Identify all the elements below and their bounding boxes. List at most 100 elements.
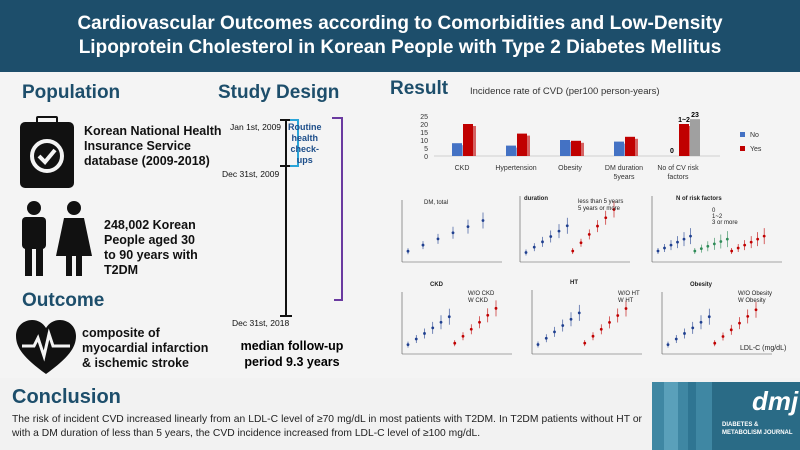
ldl-axis-label: LDL-C (mg/dL) bbox=[740, 345, 787, 352]
category-label: 5years bbox=[613, 174, 635, 181]
data-point bbox=[713, 341, 717, 345]
data-point bbox=[699, 320, 703, 324]
bar-data-label: 0 bbox=[670, 148, 674, 155]
data-point bbox=[682, 237, 686, 241]
data-point bbox=[706, 244, 710, 248]
legend-duration-2: 5 years or more bbox=[578, 206, 621, 212]
conclusion-title: Conclusion bbox=[12, 386, 121, 408]
legend-swatch-no bbox=[740, 132, 745, 137]
data-point bbox=[447, 315, 451, 319]
data-point bbox=[406, 249, 410, 253]
data-point bbox=[674, 337, 678, 341]
data-point bbox=[591, 334, 595, 338]
bar-yes bbox=[625, 136, 635, 156]
clipboard-check-icon bbox=[20, 116, 74, 188]
conclusion-text: The risk of incident CVD increased linea… bbox=[12, 414, 642, 439]
bar-yes bbox=[463, 124, 473, 156]
bar-yes bbox=[517, 133, 527, 156]
data-point bbox=[756, 237, 760, 241]
data-point bbox=[699, 247, 703, 251]
data-point bbox=[451, 231, 455, 235]
y-tick-label: 5 bbox=[424, 146, 428, 153]
data-point bbox=[439, 320, 443, 324]
data-point bbox=[612, 208, 616, 211]
bar-yes bbox=[679, 124, 689, 156]
data-point bbox=[587, 232, 591, 236]
legend-ht-1: W/O HT bbox=[618, 291, 640, 297]
data-point bbox=[707, 315, 711, 319]
data-point bbox=[608, 320, 611, 324]
legend-label-no: No bbox=[750, 132, 759, 139]
data-point bbox=[436, 237, 440, 241]
study-design-title: Study Design bbox=[218, 82, 340, 103]
data-point bbox=[719, 240, 723, 243]
data-point bbox=[663, 246, 666, 250]
population-people: 248,002 Korean People aged 30 to 90 year… bbox=[104, 218, 198, 277]
data-point bbox=[599, 327, 603, 331]
data-point bbox=[676, 240, 679, 244]
legend-ckd-1: W/O CKD bbox=[468, 291, 495, 297]
data-point bbox=[725, 237, 729, 241]
y-tick-label: 20 bbox=[420, 122, 428, 129]
data-point bbox=[743, 243, 747, 247]
data-point bbox=[541, 240, 544, 244]
data-point bbox=[565, 224, 569, 228]
data-point bbox=[431, 326, 435, 330]
title-line-2: Lipoprotein Cholesterol in Korean People… bbox=[78, 37, 722, 58]
bar-data-label: 23 bbox=[691, 112, 699, 119]
data-point bbox=[557, 229, 561, 233]
bar-side-yes bbox=[527, 135, 530, 156]
bar-no bbox=[452, 143, 462, 156]
population-source: Korean National Health Insurance Service… bbox=[84, 124, 222, 168]
legend-swatch-yes bbox=[740, 146, 745, 151]
panel-label-n-risk: N of risk factors bbox=[676, 196, 722, 202]
outcome-text: composite of myocardial infarction & isc… bbox=[82, 326, 209, 370]
data-point bbox=[754, 308, 758, 312]
data-point bbox=[453, 341, 457, 345]
title-line-1: Cardiovascular Outcomes according to Com… bbox=[77, 13, 723, 34]
panel-label-duration: duration bbox=[524, 196, 548, 202]
followup-text: median follow-up period 9.3 years bbox=[240, 339, 344, 369]
category-label: No of CV risk bbox=[657, 165, 699, 172]
data-point bbox=[478, 320, 481, 324]
bar-no bbox=[506, 145, 516, 156]
bar-3-or-more bbox=[690, 119, 700, 156]
bar-data-label: 1~2 bbox=[678, 117, 690, 124]
data-point bbox=[561, 324, 565, 327]
data-point bbox=[571, 249, 575, 253]
data-point bbox=[583, 341, 587, 345]
data-point bbox=[414, 337, 418, 341]
legend-ckd-2: W CKD bbox=[468, 298, 488, 304]
data-point bbox=[749, 240, 753, 244]
data-point bbox=[689, 234, 692, 238]
panel-label-obesity: Obesity bbox=[690, 282, 713, 288]
data-point bbox=[604, 216, 608, 220]
logo-mark: dmj bbox=[752, 386, 799, 416]
chart-title: Incidence rate of CVD (per100 person-yea… bbox=[470, 86, 660, 97]
panel-label-dm-total: DM, total bbox=[424, 200, 449, 206]
data-point bbox=[549, 235, 553, 238]
data-point bbox=[693, 249, 697, 253]
data-point bbox=[532, 245, 536, 249]
legend-ob-1: W/O Obesity bbox=[738, 291, 773, 297]
data-point bbox=[406, 343, 410, 347]
checkup-box: Routine health check- ups bbox=[288, 122, 322, 165]
data-point bbox=[746, 315, 750, 318]
legend-duration-1: less than 5 years bbox=[578, 199, 624, 205]
data-point bbox=[736, 246, 740, 250]
legend-label-yes: Yes bbox=[750, 146, 762, 153]
category-label: CKD bbox=[455, 165, 470, 172]
legend-ob-2: W Obesity bbox=[738, 298, 766, 304]
data-point bbox=[579, 241, 583, 245]
date-end-followup: Dec 31st, 2018 bbox=[232, 318, 290, 328]
journal-logo: dmj DIABETES & METABOLISM JOURNAL bbox=[652, 382, 800, 450]
data-point bbox=[553, 330, 556, 334]
data-point bbox=[712, 242, 716, 246]
data-point bbox=[536, 343, 540, 346]
panel-label-ckd: CKD bbox=[430, 282, 443, 288]
bar-side-yes bbox=[581, 142, 584, 156]
data-point bbox=[461, 334, 465, 338]
data-point bbox=[730, 249, 734, 253]
data-point bbox=[481, 219, 485, 222]
